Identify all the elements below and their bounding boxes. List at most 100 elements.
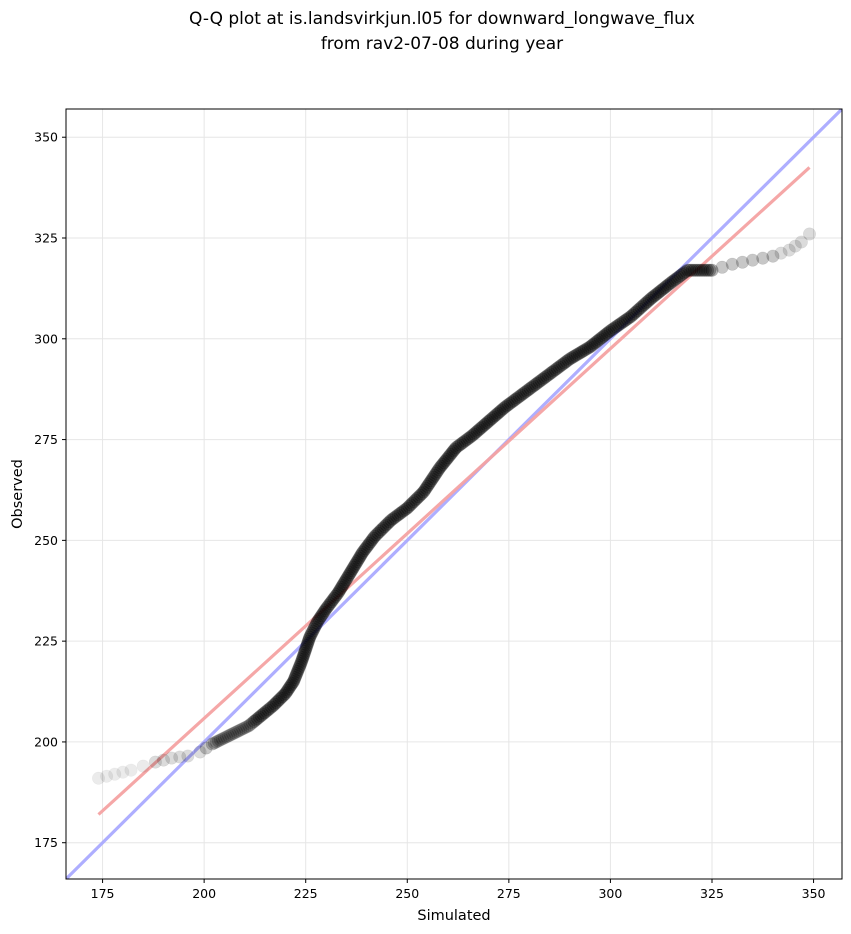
qq-point — [259, 704, 273, 718]
qq-point — [219, 730, 233, 744]
qq-point — [287, 674, 301, 688]
qq-point — [598, 328, 612, 342]
qq-point — [483, 413, 497, 427]
qq-point — [302, 632, 316, 646]
qq-point — [470, 424, 484, 438]
qq-point — [296, 650, 310, 664]
qq-point — [292, 660, 306, 674]
qq-point — [568, 349, 582, 363]
qq-point — [654, 283, 668, 297]
qq-point — [295, 652, 309, 666]
qq-point — [460, 433, 474, 447]
qq-point — [404, 498, 418, 512]
qq-point — [631, 304, 645, 318]
qq-point — [247, 714, 261, 728]
qq-point — [389, 509, 403, 523]
qq-point — [303, 630, 317, 644]
qq-point — [288, 670, 302, 684]
qq-point — [395, 505, 409, 519]
qq-point — [311, 614, 325, 628]
qq-point — [257, 706, 271, 720]
qq-point — [685, 263, 699, 277]
qq-point — [217, 731, 231, 745]
x-tick-label: 175 — [91, 886, 115, 901]
qq-point — [514, 388, 528, 402]
x-tick-label: 275 — [497, 886, 521, 901]
qq-point — [563, 352, 577, 366]
qq-point — [465, 429, 479, 443]
qq-point — [602, 325, 616, 339]
qq-point — [402, 499, 416, 513]
plot-frame — [65, 108, 843, 880]
qq-point — [438, 454, 452, 468]
qq-point — [295, 654, 309, 668]
qq-point — [681, 263, 695, 277]
qq-point — [585, 339, 599, 353]
qq-point — [207, 736, 221, 750]
qq-point — [694, 263, 708, 277]
qq-point — [234, 723, 248, 737]
qq-point — [609, 320, 623, 334]
qq-point — [725, 257, 739, 271]
qq-point — [689, 263, 703, 277]
qq-point — [423, 476, 437, 490]
qq-point — [463, 430, 477, 444]
qq-point — [622, 311, 636, 325]
qq-point — [550, 361, 564, 375]
qq-point — [429, 466, 443, 480]
qq-point — [333, 582, 347, 596]
qq-point — [576, 344, 590, 358]
qq-point — [290, 666, 304, 680]
qq-point — [252, 710, 266, 724]
qq-point — [271, 694, 285, 708]
qq-point — [230, 725, 244, 739]
y-tick-label: 350 — [34, 130, 58, 145]
qq-point — [561, 353, 575, 367]
qq-point — [298, 644, 312, 658]
qq-point — [756, 251, 770, 265]
axis-ticks: 175 200 225 250 275 300 325 350 175 200 225 250 275 3… — [34, 130, 825, 901]
qq-point — [284, 678, 298, 692]
qq-point — [469, 426, 483, 440]
qq-point — [238, 721, 252, 735]
qq-point — [545, 365, 559, 379]
qq-point — [272, 693, 286, 707]
qq-point — [307, 622, 321, 636]
qq-point — [611, 319, 625, 333]
qq-point — [275, 690, 289, 704]
qq-point — [424, 474, 438, 488]
qq-point — [788, 239, 802, 253]
qq-point — [782, 243, 796, 257]
qq-point — [379, 518, 393, 532]
qq-point — [639, 296, 653, 310]
qq-point — [336, 578, 350, 592]
qq-point — [595, 330, 609, 344]
qq-point — [337, 577, 351, 591]
qq-point — [407, 495, 421, 509]
qq-point — [498, 400, 512, 414]
qq-point — [254, 709, 268, 723]
qq-point — [566, 350, 580, 364]
qq-point — [244, 717, 258, 731]
qq-point — [354, 547, 368, 561]
qq-point — [538, 371, 552, 385]
qq-point — [323, 597, 337, 611]
qq-point — [330, 588, 344, 602]
qq-point — [335, 580, 349, 594]
qq-point — [766, 249, 780, 263]
qq-point — [317, 605, 331, 619]
qq-point — [313, 611, 327, 625]
qq-point — [539, 369, 553, 383]
qq-point — [679, 265, 693, 279]
qq-point — [352, 551, 366, 565]
qq-point — [641, 294, 655, 308]
qq-point — [324, 595, 338, 609]
qq-point — [322, 598, 336, 612]
x-tick-label: 300 — [598, 886, 622, 901]
qq-point — [289, 668, 303, 682]
qq-point — [614, 316, 628, 330]
qq-point — [547, 364, 561, 378]
qq-point — [124, 763, 138, 777]
qq-point — [774, 246, 788, 260]
